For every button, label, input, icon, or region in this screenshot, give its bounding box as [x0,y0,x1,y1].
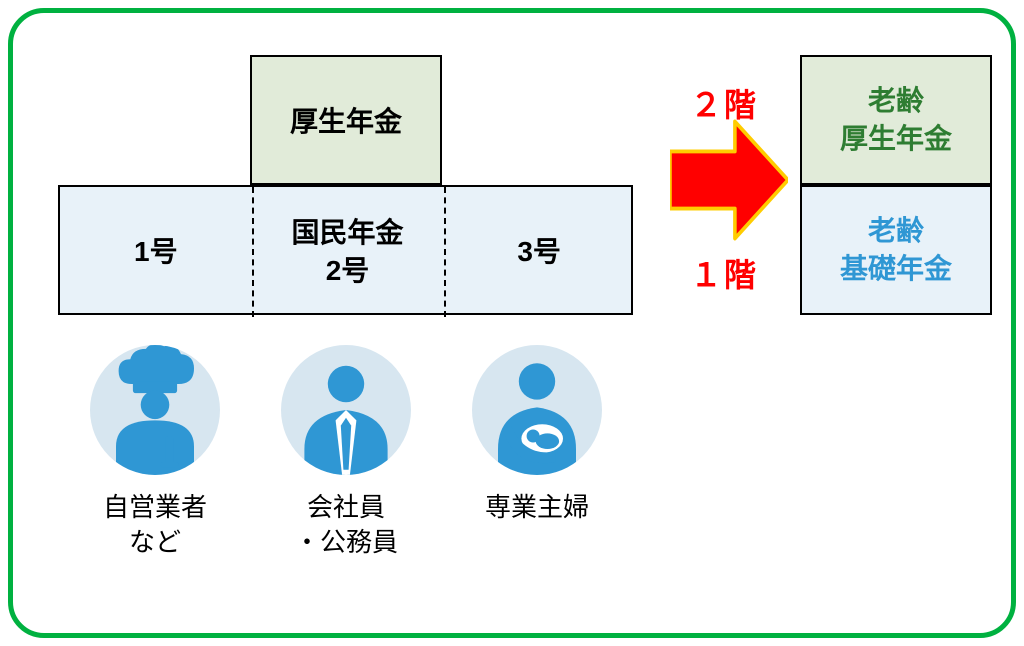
result-box-1: 老齢厚生年金 [800,55,992,185]
office-label: 会社員・公務員 [246,490,446,560]
floor-label-1: ２階 [690,80,758,126]
kokumin-cell-2: 国民年金2号 [252,187,444,317]
chef-icon [90,345,220,475]
mother-icon [472,345,602,475]
result-box-2: 老齢基礎年金 [800,185,992,315]
floor-label-2: １階 [690,250,758,296]
kosei-nenkin-label: 厚生年金 [290,100,402,140]
divider-1 [252,187,254,317]
chef-label: 自営業者など [55,490,255,560]
kokumin-nenkin-box: 1号 国民年金2号 3号 [58,185,633,315]
cell-1-label: 1号 [134,233,178,271]
result-1-line-1: 老齢 [868,82,924,120]
office-icon [281,345,411,475]
mother-label: 専業主婦 [437,490,637,525]
arrow-icon [670,115,788,245]
cell-2-label: 国民年金2号 [291,214,403,290]
result-2-line-1: 老齢 [868,212,924,250]
cell-3-label: 3号 [517,233,561,271]
result-2-line-2: 基礎年金 [840,250,952,288]
result-1-line-2: 厚生年金 [840,120,952,158]
kokumin-cell-1: 1号 [60,187,252,317]
divider-2 [444,187,446,317]
kokumin-cell-3: 3号 [443,187,635,317]
kosei-nenkin-box: 厚生年金 [250,55,442,185]
